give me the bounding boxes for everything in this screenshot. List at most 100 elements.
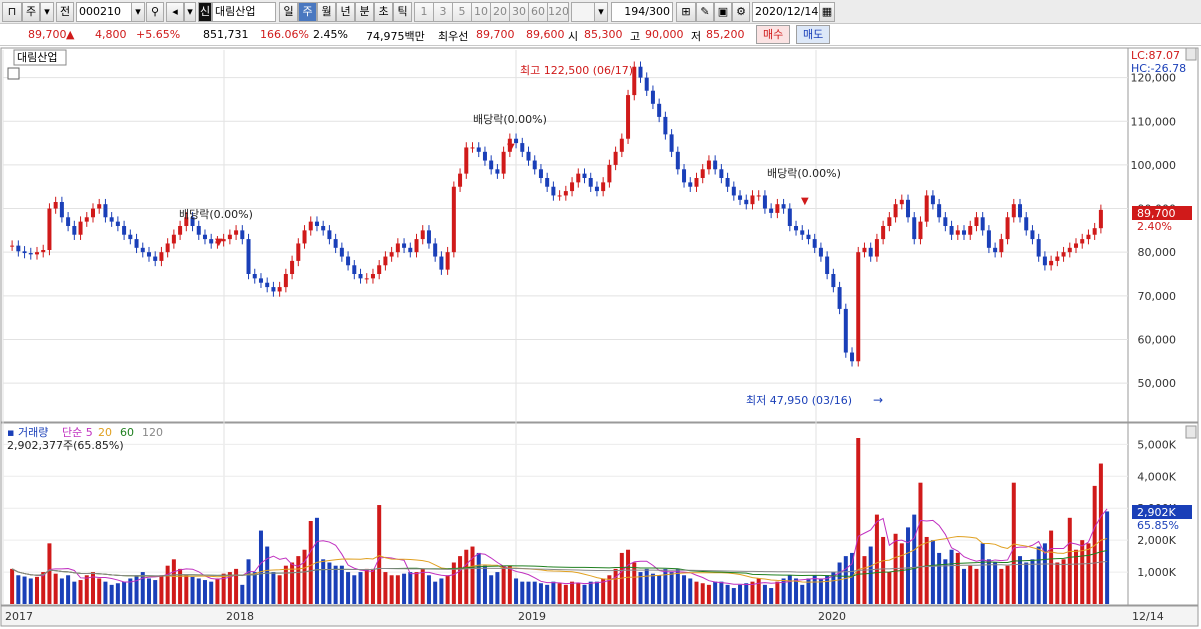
candle-body: [930, 195, 935, 205]
settings-icon[interactable]: ⚙: [732, 2, 750, 22]
interval-60[interactable]: 60: [528, 2, 548, 22]
period-month[interactable]: 월: [317, 2, 336, 22]
volume-bar: [688, 578, 693, 604]
volume-bar: [134, 575, 139, 604]
chart-type-icon[interactable]: ⊓: [2, 2, 22, 22]
interval-custom-input[interactable]: [571, 2, 595, 22]
date-input[interactable]: 2020/12/14: [752, 2, 820, 22]
candle-body: [800, 230, 805, 235]
candle-body: [302, 230, 307, 244]
candle-body: [66, 217, 71, 226]
volume-bar: [314, 517, 319, 604]
volume-bar: [1018, 556, 1023, 604]
candle-body: [993, 247, 998, 253]
candle-body: [570, 182, 575, 192]
volume-bar: [731, 588, 736, 604]
candle-body: [78, 221, 83, 235]
candle-body: [576, 173, 581, 183]
draw-tool-icon[interactable]: ✎: [696, 2, 714, 22]
sound-icon[interactable]: ◂: [166, 2, 184, 22]
candle-body: [370, 274, 375, 279]
period-minute[interactable]: 분: [355, 2, 374, 22]
search-icon[interactable]: ⚲: [146, 2, 164, 22]
volume-bar: [72, 581, 77, 604]
period-year[interactable]: 년: [336, 2, 355, 22]
volume-bar: [881, 536, 886, 604]
sell-button[interactable]: 매도: [796, 25, 831, 44]
candle-body: [377, 265, 382, 274]
volume-bar: [762, 584, 767, 604]
candle-body: [358, 274, 363, 279]
y-tick-label: 110,000: [1131, 115, 1177, 128]
volume-bar: [1042, 543, 1047, 604]
interval-30[interactable]: 30: [509, 2, 529, 22]
chart-area[interactable]: 120,000110,000100,00090,00080,00070,0006…: [0, 46, 1201, 629]
interval-1[interactable]: 1: [414, 2, 434, 22]
change-pct: +5.65%: [136, 28, 181, 41]
low-price: 85,200: [706, 28, 745, 41]
candle-body: [1024, 217, 1029, 231]
volume-bar: [725, 584, 730, 604]
zoom-in-icon[interactable]: ⊞: [676, 2, 696, 22]
menu-dropdown-icon[interactable]: ▾: [40, 2, 54, 22]
volume-bar: [22, 576, 27, 604]
period-second[interactable]: 초: [374, 2, 393, 22]
volume-value: 2,902,377주(65.85%): [7, 439, 124, 452]
candle-body: [825, 256, 830, 274]
price-panel: [0, 47, 1199, 423]
save-icon[interactable]: ▣: [714, 2, 732, 22]
volume-bar: [719, 581, 724, 604]
candle-body: [520, 143, 525, 152]
high-label: 고: [630, 30, 641, 43]
candle-body: [968, 226, 973, 235]
ask-price: 89,700: [476, 28, 515, 41]
candle-body: [526, 151, 531, 161]
count-input[interactable]: 194/300: [611, 2, 673, 22]
interval-dropdown-icon[interactable]: ▾: [594, 2, 608, 22]
candle-body: [644, 77, 649, 91]
candle-body: [339, 247, 344, 257]
candle-body: [364, 278, 369, 280]
interval-5[interactable]: 5: [452, 2, 472, 22]
candle-body: [806, 234, 811, 240]
volume-bar: [271, 572, 276, 604]
calendar-icon[interactable]: ▦: [819, 2, 835, 22]
candle-body: [402, 243, 407, 248]
candle-body: [868, 247, 873, 257]
interval-10[interactable]: 10: [471, 2, 491, 22]
candle-body: [955, 230, 960, 235]
candle-body: [458, 173, 463, 187]
main-button[interactable]: 주: [22, 2, 40, 22]
volume-bar: [140, 572, 145, 604]
volume-bar: [115, 583, 120, 604]
volume-bar: [837, 562, 842, 604]
volume-bar: [252, 572, 257, 604]
period-day[interactable]: 일: [279, 2, 298, 22]
candle-body: [669, 134, 674, 152]
volume-bar: [290, 562, 295, 604]
buy-button[interactable]: 매수: [756, 25, 791, 44]
volume-bar: [943, 559, 948, 604]
period-tick[interactable]: 틱: [393, 2, 412, 22]
candle-body: [395, 243, 400, 253]
current-price: 89,700: [28, 28, 67, 41]
period-week[interactable]: 주: [298, 2, 317, 22]
prev-button[interactable]: 전: [56, 2, 74, 22]
candle-body: [451, 186, 456, 253]
candle-body: [731, 186, 736, 196]
candle-body: [159, 252, 164, 261]
interval-20[interactable]: 20: [490, 2, 510, 22]
interval-120[interactable]: 120: [547, 2, 569, 22]
last-price-label: 89,700: [1137, 207, 1176, 220]
interval-3[interactable]: 3: [433, 2, 453, 22]
candle-body: [657, 103, 662, 117]
volume-bar: [582, 584, 587, 604]
code-dropdown-icon[interactable]: ▾: [131, 2, 145, 22]
volume-bar: [308, 521, 313, 604]
stock-code-input[interactable]: 000210: [76, 2, 132, 22]
volume-bar: [178, 568, 183, 604]
volume-bar: [146, 578, 151, 604]
sound-dropdown-icon[interactable]: ▾: [184, 2, 196, 22]
volume-bar: [594, 581, 599, 604]
candle-body: [918, 221, 923, 240]
